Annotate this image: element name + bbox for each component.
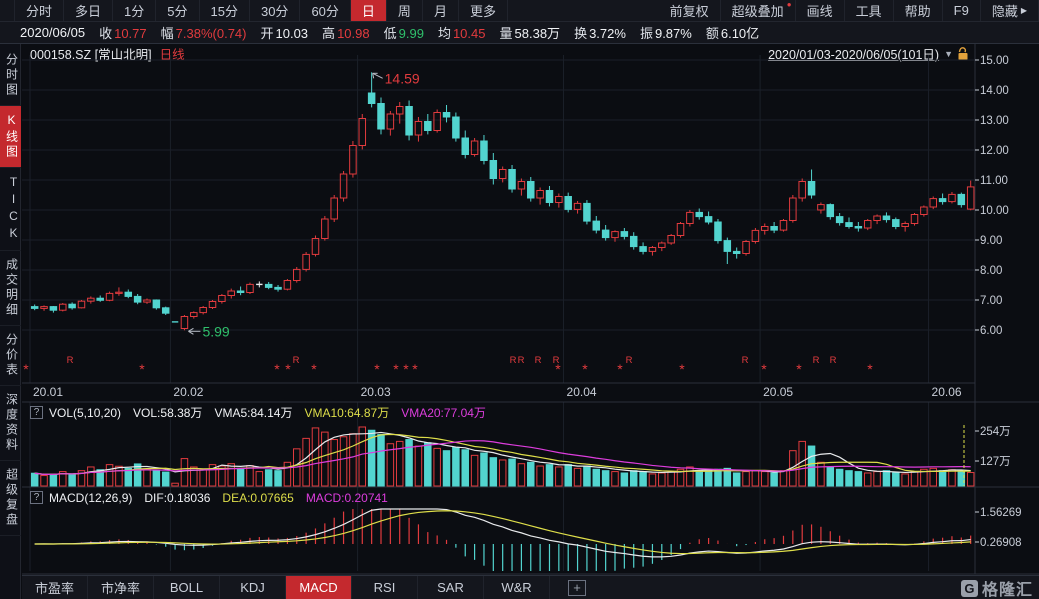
svg-text:*: * <box>393 361 399 377</box>
svg-text:R: R <box>510 355 517 366</box>
dea-value: DEA:0.07665 <box>222 491 293 505</box>
svg-text:*: * <box>867 361 873 377</box>
price-axis: 15.00 14.00 13.00 12.00 11.00 10.00 9.00 8.00 7.… <box>975 55 1022 549</box>
svg-text:R: R <box>830 355 837 366</box>
svg-text:*: * <box>139 361 145 377</box>
vol-indicator-header: ? VOL(5,10,20) VOL:58.38万 VMA5:84.14万 VM… <box>22 404 498 421</box>
svg-text:*: * <box>374 361 380 377</box>
svg-text:*: * <box>412 361 418 377</box>
svg-text:13.00: 13.00 <box>980 115 1009 127</box>
gelonghui-logo: G 格隆汇 <box>961 576 1033 599</box>
macd-indicator-header: ? MACD(12,26,9) DIF:0.18036 DEA:0.07665 … <box>22 489 400 506</box>
kline-chart[interactable]: 15.00 14.00 13.00 12.00 11.00 10.00 9.00 8.00 7.… <box>0 0 1039 599</box>
svg-text:20.06: 20.06 <box>932 385 962 399</box>
svg-text:254万: 254万 <box>980 426 1011 438</box>
svg-text:R: R <box>67 355 74 366</box>
svg-text:*: * <box>582 361 588 377</box>
svg-text:*: * <box>285 361 291 377</box>
svg-text:6.00: 6.00 <box>980 325 1002 337</box>
svg-text:14.00: 14.00 <box>980 85 1009 97</box>
svg-text:20.03: 20.03 <box>361 385 391 399</box>
vma5-value: VMA5:84.14万 <box>214 404 292 421</box>
svg-text:*: * <box>679 361 685 377</box>
month-axis: 20.01 20.02 20.03 20.04 20.05 20.06 <box>33 385 962 399</box>
vma20-value: VMA20:77.04万 <box>401 404 486 421</box>
svg-text:1.56269: 1.56269 <box>980 507 1022 519</box>
svg-text:10.00: 10.00 <box>980 205 1009 217</box>
candlestick-layer <box>31 72 974 330</box>
svg-text:20.04: 20.04 <box>567 385 597 399</box>
svg-text:R: R <box>742 355 749 366</box>
gelonghui-logo-text: 格隆汇 <box>982 576 1033 599</box>
svg-text:12.00: 12.00 <box>980 145 1009 157</box>
svg-text:14.59: 14.59 <box>385 70 420 86</box>
vma10-value: VMA10:64.87万 <box>304 404 389 421</box>
svg-text:*: * <box>311 361 317 377</box>
svg-text:9.00: 9.00 <box>980 235 1002 247</box>
svg-text:*: * <box>274 361 280 377</box>
svg-text:R: R <box>535 355 542 366</box>
svg-text:R: R <box>518 355 525 366</box>
svg-text:5.99: 5.99 <box>202 323 229 339</box>
svg-text:8.00: 8.00 <box>980 265 1002 277</box>
volume-layer <box>31 427 974 486</box>
dif-value: DIF:0.18036 <box>144 491 210 505</box>
macd-params: MACD(12,26,9) <box>49 491 132 505</box>
svg-text:R: R <box>813 355 820 366</box>
macd-help-icon[interactable]: ? <box>30 491 43 504</box>
vol-value: VOL:58.38万 <box>133 404 202 421</box>
vol-params: VOL(5,10,20) <box>49 406 121 420</box>
svg-text:127万: 127万 <box>980 456 1011 468</box>
svg-text:*: * <box>617 361 623 377</box>
svg-text:*: * <box>23 361 29 377</box>
svg-text:*: * <box>761 361 767 377</box>
svg-text:20.02: 20.02 <box>173 385 203 399</box>
svg-text:11.00: 11.00 <box>980 175 1008 187</box>
stock-terminal-window: 15.00 14.00 13.00 12.00 11.00 10.00 9.00 8.00 7.… <box>0 0 1039 599</box>
macd-value: MACD:0.20741 <box>306 491 388 505</box>
svg-text:*: * <box>403 361 409 377</box>
svg-text:15.00: 15.00 <box>980 55 1009 67</box>
svg-text:0.26908: 0.26908 <box>980 537 1022 549</box>
svg-text:20.05: 20.05 <box>763 385 793 399</box>
svg-text:*: * <box>796 361 802 377</box>
svg-text:R: R <box>626 355 633 366</box>
svg-text:R: R <box>553 355 560 366</box>
gelonghui-logo-icon: G <box>961 580 978 597</box>
vol-help-icon[interactable]: ? <box>30 406 43 419</box>
svg-text:7.00: 7.00 <box>980 295 1002 307</box>
svg-text:R: R <box>293 355 300 366</box>
event-markers: ****************RRRRRRRRRR <box>23 355 873 377</box>
svg-text:20.01: 20.01 <box>33 385 63 399</box>
price-annotations: 14.59 5.99 <box>188 70 419 339</box>
